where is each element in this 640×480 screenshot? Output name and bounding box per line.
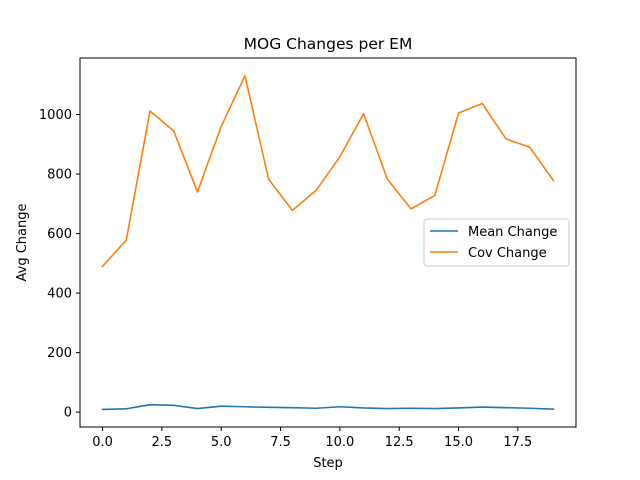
x-tick-label: 15.0 xyxy=(444,435,473,450)
x-tick-label: 17.5 xyxy=(503,435,532,450)
x-axis-label: Step xyxy=(313,456,343,471)
x-tick-label: 10.0 xyxy=(325,435,354,450)
y-tick-label: 600 xyxy=(47,227,72,242)
y-axis: 0 200 400 600 800 1000 xyxy=(39,108,80,421)
x-tick-label: 7.5 xyxy=(270,435,291,450)
legend-frame xyxy=(423,218,570,267)
series-line-mean-change xyxy=(101,403,555,411)
y-axis-label: Avg Change xyxy=(15,204,30,282)
series-line-cov-change xyxy=(101,75,555,268)
plot-area-frame xyxy=(79,57,577,428)
legend-label-cov-change: Cov Change xyxy=(468,246,547,261)
x-axis: 0.0 2.5 5.0 7.5 10.0 12.5 15.0 17.5 xyxy=(92,427,532,450)
x-tick-label: 12.5 xyxy=(385,435,414,450)
x-tick-label: 2.5 xyxy=(152,435,173,450)
chart-title: MOG Changes per EM xyxy=(244,35,413,53)
y-tick-label: 400 xyxy=(47,287,72,302)
y-tick-label: 0 xyxy=(64,406,72,421)
legend-label-mean-change: Mean Change xyxy=(468,225,557,240)
legend: Mean Change Cov Change xyxy=(423,218,570,267)
series-layer xyxy=(101,75,555,411)
y-tick-label: 1000 xyxy=(39,108,72,123)
x-tick-label: 0.0 xyxy=(92,435,113,450)
y-tick-label: 200 xyxy=(47,346,72,361)
y-tick-label: 800 xyxy=(47,168,72,183)
x-tick-label: 5.0 xyxy=(211,435,232,450)
